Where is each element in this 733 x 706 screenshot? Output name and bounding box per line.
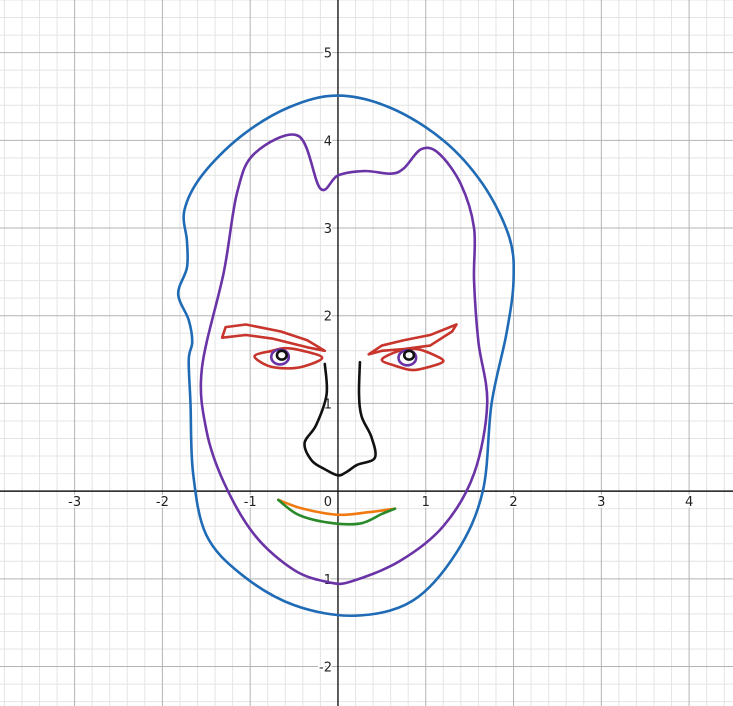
- x-tick-label: 1: [422, 495, 430, 510]
- y-tick-label: 5: [324, 47, 332, 62]
- face-curves: [178, 96, 514, 616]
- nose-curve: [305, 362, 376, 475]
- y-tick-label: 3: [324, 222, 332, 237]
- y-tick-label: 4: [324, 134, 332, 149]
- x-tick-label: 0: [324, 495, 332, 510]
- x-tick-label: 2: [509, 495, 517, 510]
- x-tick-label: -2: [156, 495, 169, 510]
- left-eyebrow-curve: [222, 325, 325, 351]
- y-tick-label: 2: [324, 310, 332, 325]
- right-pupil-curve: [404, 351, 414, 360]
- inner-face-curve: [201, 135, 487, 584]
- y-tick-label: -2: [319, 661, 332, 676]
- x-tick-label: -3: [68, 495, 81, 510]
- x-tick-label: 4: [685, 495, 693, 510]
- x-tick-label: 3: [597, 495, 605, 510]
- x-tick-label: -1: [244, 495, 257, 510]
